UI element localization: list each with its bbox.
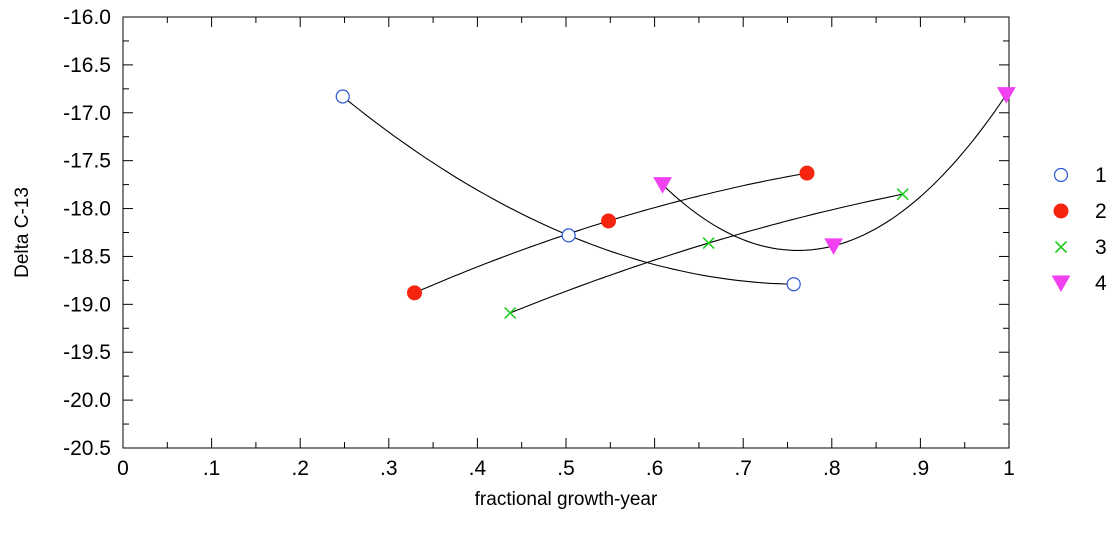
series-1-point bbox=[561, 228, 576, 243]
y-tick-label: -19.0 bbox=[63, 293, 111, 316]
trend-lines bbox=[342, 94, 1007, 314]
y-tick-label: -17.5 bbox=[63, 150, 111, 173]
legend-marker-3 bbox=[1054, 240, 1068, 254]
series-2-point bbox=[799, 165, 815, 181]
series-1-curve bbox=[342, 96, 794, 285]
series-4-point bbox=[824, 238, 843, 255]
legend-label: 3 bbox=[1095, 236, 1107, 259]
x-axis-title: fractional growth-year bbox=[475, 489, 658, 510]
y-tick-label: -18.0 bbox=[63, 198, 111, 221]
series-4-point bbox=[653, 177, 672, 194]
x-stroke bbox=[504, 306, 517, 320]
series-3-point bbox=[504, 306, 517, 320]
x-stroke bbox=[896, 188, 909, 201]
y-axis-title: Delta C-13 bbox=[12, 187, 33, 278]
x-tick-label: .7 bbox=[734, 457, 752, 480]
x-tick-label: .3 bbox=[380, 457, 398, 480]
x-stroke bbox=[1054, 240, 1068, 254]
y-tick-label: -17.0 bbox=[63, 102, 111, 125]
data-points bbox=[335, 87, 1016, 320]
legend-label: 1 bbox=[1095, 164, 1107, 187]
x-tick-label: .4 bbox=[469, 457, 487, 480]
x-tick-label: .9 bbox=[912, 457, 930, 480]
y-tick-label: -16.0 bbox=[63, 6, 111, 29]
y-tick-label: -16.5 bbox=[63, 54, 111, 77]
series-1-point bbox=[786, 277, 801, 292]
series-4-curve bbox=[662, 94, 1007, 251]
legend-label: 2 bbox=[1095, 200, 1107, 223]
series-3-point bbox=[896, 188, 909, 201]
x-tick-label: .1 bbox=[203, 457, 221, 480]
series-3-point bbox=[702, 236, 715, 250]
y-tick-label: -19.5 bbox=[63, 341, 111, 364]
y-tick-label: -18.5 bbox=[63, 245, 111, 268]
y-tick-label: -20.0 bbox=[63, 389, 111, 412]
x-tick-label: .6 bbox=[646, 457, 664, 480]
series-4-point bbox=[996, 87, 1016, 104]
x-stroke bbox=[702, 236, 715, 250]
legend: 1 2 3 4 bbox=[1051, 164, 1107, 295]
series-1-point bbox=[335, 89, 350, 104]
series-3-curve bbox=[509, 193, 903, 314]
series-2-point bbox=[406, 285, 422, 301]
x-tick-label: .5 bbox=[557, 457, 575, 480]
legend-marker-1 bbox=[1053, 167, 1069, 183]
y-tick-label: -20.5 bbox=[63, 437, 111, 460]
legend-marker-2 bbox=[1053, 203, 1069, 219]
y-axis: -16.0 -16.5 -17.0 -17.5 -18.0 -18.5 -19.0 -19.5… bbox=[63, 6, 1009, 460]
x-tick-label: 0 bbox=[117, 457, 129, 480]
x-axis: 0 .1 .2 .3 .4 .5 .6 .7 .8 .9 1 bbox=[117, 17, 1015, 480]
x-tick-label: .8 bbox=[823, 457, 841, 480]
legend-marker-4 bbox=[1051, 275, 1071, 293]
series-2-point bbox=[601, 213, 617, 229]
legend-label: 4 bbox=[1095, 272, 1107, 295]
x-tick-label: 1 bbox=[1003, 457, 1015, 480]
x-tick-label: .2 bbox=[291, 457, 309, 480]
